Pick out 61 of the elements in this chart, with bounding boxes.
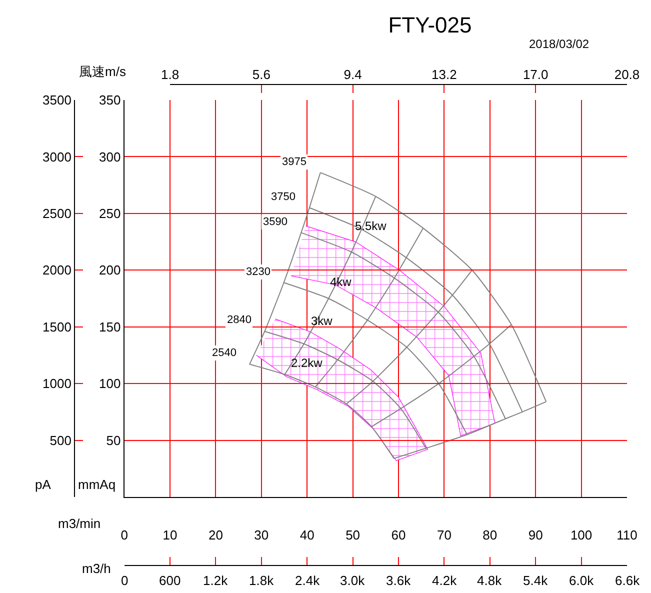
text: 1.8k	[249, 573, 274, 588]
series-label: 3230	[246, 266, 270, 278]
x-tick-label: 110	[616, 528, 638, 543]
chart-title: FTY-025	[388, 12, 472, 38]
annotation: 3kw	[311, 314, 333, 328]
text: 3.0k	[340, 573, 366, 588]
x-tick-label: 50	[346, 528, 360, 543]
y-tick-label: 250	[99, 206, 121, 221]
y-tick-label: 100	[99, 376, 121, 392]
y2-tick-label: 2000	[42, 262, 72, 278]
x2-tick-label: 9.4	[344, 66, 362, 82]
y2-tick-label: 1000	[42, 376, 72, 392]
text: m3/h	[82, 561, 111, 576]
y-tick-label: 200	[99, 262, 121, 278]
series-label: 3590	[263, 216, 288, 228]
x2-tick-label: 5.6	[252, 66, 270, 82]
x-tick-label: 40	[300, 528, 314, 543]
x-tick-label: 30	[254, 528, 269, 543]
y2-tick-label: 3500	[42, 92, 72, 108]
text: 6.0k	[569, 573, 594, 588]
series-label: 3750	[271, 191, 296, 203]
x-tick-label: 90	[528, 528, 543, 543]
x-tick-label: 100	[570, 528, 592, 543]
y-axis-title: mmAq	[78, 477, 116, 492]
series-label: 2840	[227, 314, 252, 326]
x2-axis-title: 風速m/s	[79, 64, 126, 79]
series-label: 3975	[282, 156, 306, 168]
text: 2.4k	[295, 573, 320, 588]
text: 4.8k	[477, 573, 502, 588]
text: 3.6k	[386, 573, 412, 588]
text: 6.6k	[615, 573, 640, 588]
y2-tick-label: 3000	[42, 149, 72, 164]
text: 5.4k	[523, 573, 548, 588]
x-tick-label: 80	[482, 528, 498, 543]
series-label: 2540	[212, 347, 236, 359]
y2-tick-label: 1500	[42, 319, 72, 334]
x-tick-label: 0	[120, 528, 128, 543]
x-tick-label: 60	[391, 528, 406, 543]
annotation: 4kw	[330, 275, 352, 289]
y-tick-label: 350	[99, 92, 121, 108]
x2-tick-label: 20.8	[614, 66, 640, 82]
annotation: 2.2kw	[291, 356, 323, 370]
y-tick-label: 300	[99, 149, 121, 164]
y2-tick-label: 500	[50, 432, 72, 448]
y2-tick-label: 2500	[42, 206, 72, 221]
y-tick-label: 50	[106, 432, 121, 448]
text: 0	[121, 573, 128, 588]
chart-subtitle: 2018/03/02	[529, 37, 590, 51]
x2-tick-label: 17.0	[522, 66, 548, 82]
y2-axis-title: pA	[35, 477, 52, 492]
x-tick-label: 20	[208, 528, 223, 543]
y-tick-label: 150	[99, 319, 121, 334]
annotation: 5.5kw	[355, 219, 387, 233]
x-axis-title: m3/min	[58, 516, 101, 531]
text: 1.2k	[203, 573, 228, 588]
x2-tick-label: 13.2	[432, 66, 457, 82]
x-tick-label: 70	[436, 528, 452, 543]
text: 600	[159, 573, 181, 588]
text: 4.2k	[432, 573, 458, 588]
x2-tick-label: 1.8	[160, 66, 180, 82]
x-tick-label: 10	[162, 528, 178, 543]
